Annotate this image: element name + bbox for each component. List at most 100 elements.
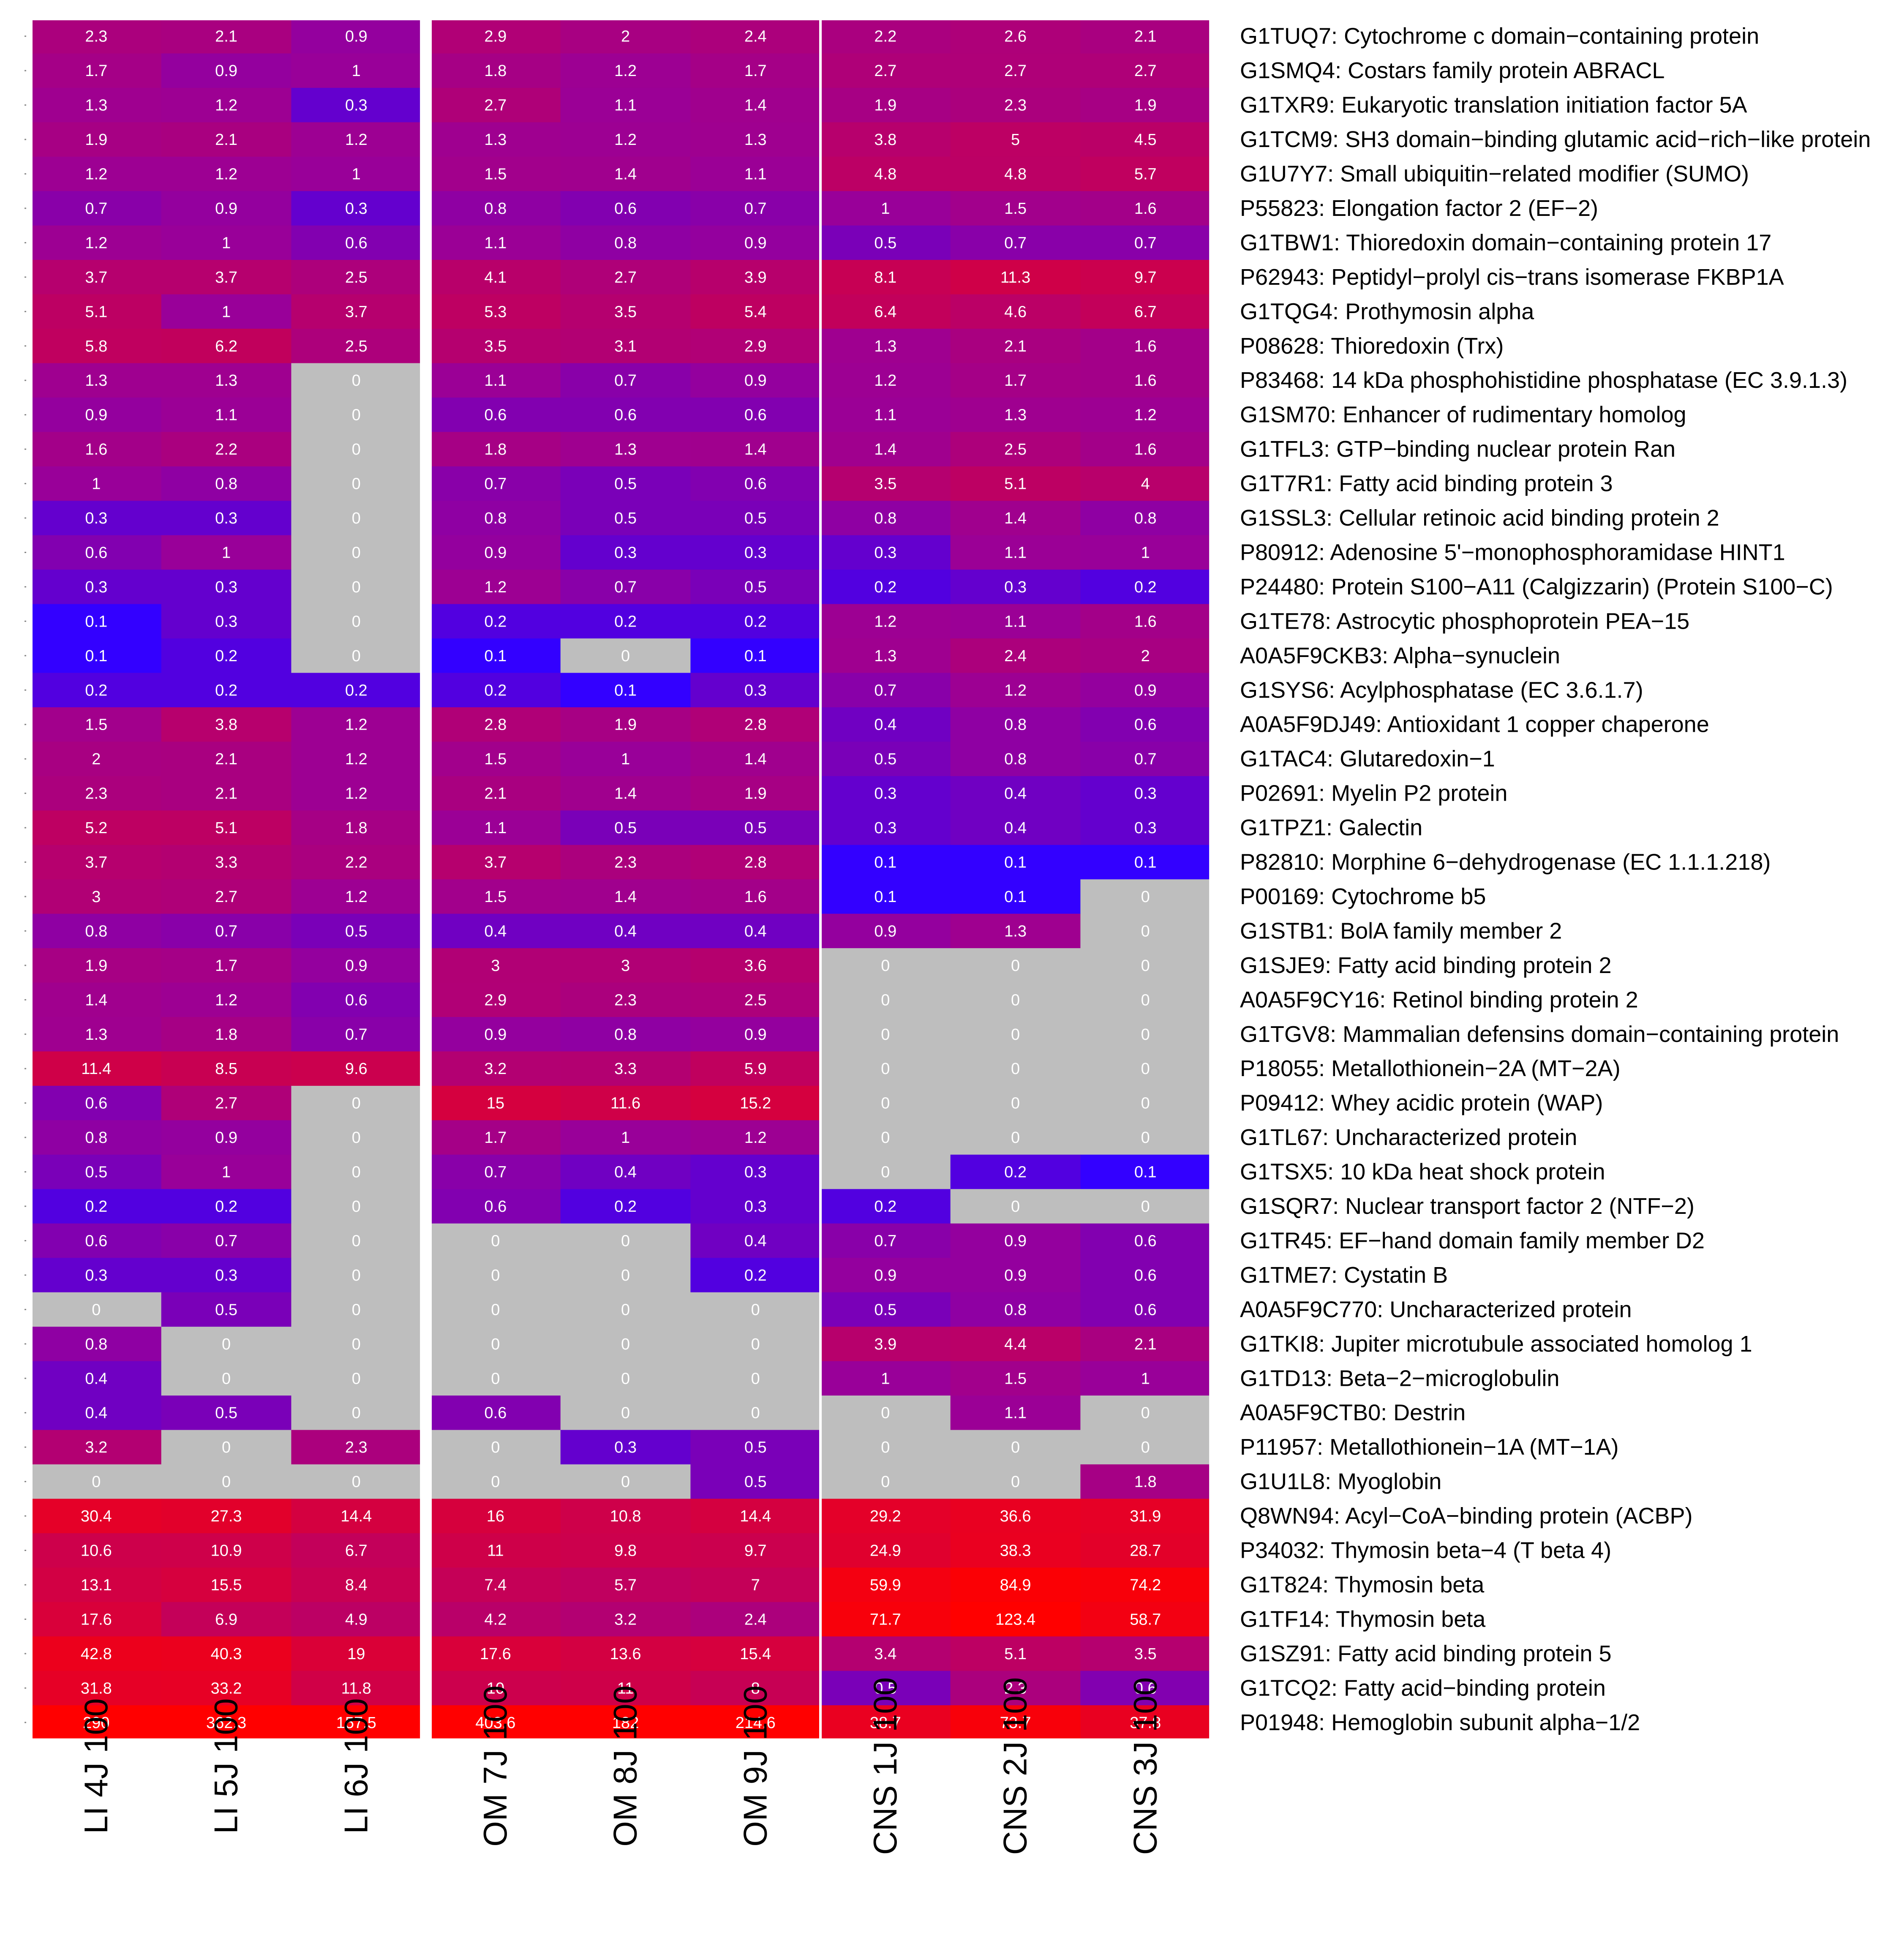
heatmap-cell: [690, 741, 821, 777]
heatmap-cell: [430, 1567, 561, 1603]
heatmap-cell: [690, 1120, 821, 1155]
cell-value-label: 1.2: [1004, 682, 1027, 699]
heatmap-cell: [31, 156, 162, 191]
cell-value-label: 1.6: [744, 888, 767, 906]
cell-value-label: 0.1: [1004, 854, 1027, 872]
heatmap-cell: [560, 1051, 691, 1086]
heatmap-cell: [820, 982, 951, 1017]
column-label: LI 4J 100: [77, 1698, 114, 1834]
heatmap-cell: [1080, 741, 1211, 777]
cell-value-label: 4.1: [484, 269, 507, 286]
cell-value-label: 14.4: [341, 1507, 372, 1525]
cell-value-label: 1.4: [614, 888, 637, 906]
heatmap-cell: [560, 604, 691, 639]
heatmap-cell: [430, 810, 561, 845]
cell-value-label: 1: [352, 62, 361, 80]
heatmap-cell: [820, 1017, 951, 1052]
heatmap-cell: [291, 845, 422, 880]
heatmap-cell: [820, 1396, 951, 1431]
cell-value-label: 1.2: [345, 785, 368, 803]
heatmap-cell: [690, 1636, 821, 1671]
cell-value-label: 1.8: [1134, 1473, 1157, 1491]
heatmap-cell: [690, 329, 821, 364]
cell-value-label: 1.4: [614, 785, 637, 803]
heatmap-cell: [1080, 19, 1211, 54]
cell-value-label: 1.2: [215, 97, 237, 114]
heatmap-cell: [31, 638, 162, 673]
heatmap-cell: [291, 982, 422, 1017]
cell-value-label: 1: [881, 1370, 890, 1388]
cell-value-label: 2.3: [1004, 97, 1027, 114]
cell-value-label: 1.7: [484, 1129, 507, 1147]
heatmap-cell: [291, 1430, 422, 1465]
heatmap-cell: [820, 225, 951, 260]
heatmap-cell: [560, 363, 691, 398]
cell-value-label: 8: [751, 1679, 760, 1697]
cell-value-label: 1.2: [1134, 406, 1157, 424]
cell-value-label: 3.5: [484, 338, 507, 355]
cell-value-label: 2.7: [1004, 62, 1027, 80]
cell-value-label: 0.7: [85, 200, 107, 218]
heatmap-cell: [430, 776, 561, 811]
cell-value-label: 0: [1141, 957, 1150, 975]
heatmap-cell: [690, 1533, 821, 1568]
column-label: LI 5J 100: [207, 1698, 245, 1834]
cell-value-label: 0.6: [345, 234, 368, 252]
heatmap-cell: [1080, 225, 1211, 260]
row-label: P80912: Adenosine 5'−monophosphoramidase…: [1240, 540, 1785, 565]
heatmap-cell: [690, 913, 821, 949]
cell-value-label: 1.4: [614, 166, 637, 183]
heatmap-cell: [31, 1464, 162, 1499]
heatmap-cell: [560, 87, 691, 123]
heatmap-cell: [1080, 1223, 1211, 1258]
cell-value-label: 0: [222, 1439, 231, 1456]
heatmap-cell: [31, 535, 162, 570]
column-label: CNS 3J 100: [1126, 1677, 1163, 1855]
heatmap-cell: [560, 397, 691, 432]
heatmap-cell: [430, 363, 561, 398]
heatmap-cell: [1080, 1327, 1211, 1362]
cell-value-label: 10.8: [610, 1507, 641, 1525]
heatmap-cell: [820, 570, 951, 605]
row-label: G1SM70: Enhancer of rudimentary homolog: [1240, 402, 1686, 428]
cell-value-label: 0.5: [614, 475, 637, 493]
heatmap-cell: [430, 570, 561, 605]
cell-value-label: 0.6: [1134, 1301, 1157, 1319]
heatmap-cell: [430, 604, 561, 639]
heatmap-cell: [430, 53, 561, 88]
cell-value-label: 0.7: [345, 1026, 368, 1044]
heatmap-cell: [291, 638, 422, 673]
cell-value-label: 0: [621, 1336, 630, 1353]
row-label: G1TD13: Beta−2−microglobulin: [1240, 1366, 1559, 1391]
cell-value-label: 0.2: [85, 1198, 107, 1216]
heatmap-cell: [31, 673, 162, 708]
column-label: CNS 2J 100: [997, 1677, 1034, 1855]
cell-value-label: 1.8: [484, 441, 507, 458]
cell-value-label: 0.4: [874, 716, 896, 734]
group-border-li: [30, 18, 423, 1741]
heatmap-cell: [1080, 673, 1211, 708]
heatmap-cell: [430, 1636, 561, 1671]
cell-value-label: 11.8: [341, 1679, 371, 1697]
cell-value-label: 0.2: [215, 1198, 237, 1216]
cell-value-label: 38.3: [1000, 1542, 1031, 1560]
cell-value-label: 5.1: [1004, 475, 1027, 493]
heatmap-cell: [560, 810, 691, 845]
cell-value-label: 0.6: [85, 1095, 107, 1112]
heatmap-cell: [1080, 845, 1211, 880]
cell-value-label: 1.6: [1134, 613, 1157, 630]
row-label: G1SSL3: Cellular retinoic acid binding p…: [1240, 505, 1719, 531]
cell-value-label: 0.4: [85, 1370, 107, 1388]
heatmap-cell: [291, 1258, 422, 1293]
cell-value-label: 0.5: [874, 750, 896, 768]
cell-value-label: 0: [621, 1473, 630, 1491]
heatmap-cell: [950, 466, 1081, 501]
heatmap-cell: [950, 1636, 1081, 1671]
cell-value-label: 2.1: [215, 785, 237, 803]
cell-value-label: 0.9: [1134, 682, 1157, 699]
row-label: G1TCM9: SH3 domain−binding glutamic acid…: [1240, 127, 1871, 152]
heatmap-cell: [560, 1636, 691, 1671]
cell-value-label: 0.8: [614, 1026, 637, 1044]
cell-value-label: 58.7: [1130, 1611, 1161, 1628]
heatmap-cell: [161, 1430, 292, 1465]
